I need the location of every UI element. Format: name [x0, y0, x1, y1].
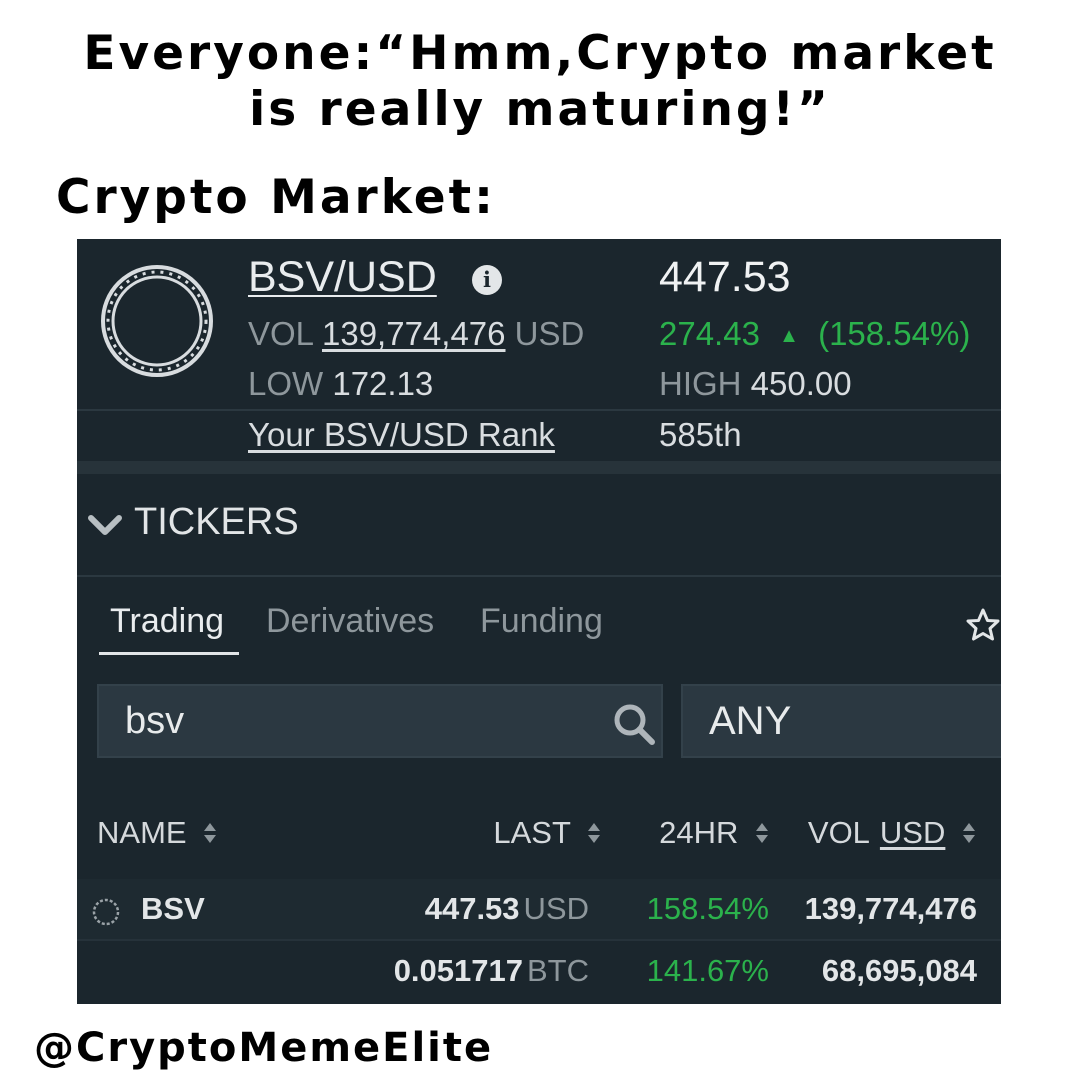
vol-value[interactable]: 139,774,476: [321, 315, 506, 352]
ticker-last: 0.051717 BTC: [394, 953, 589, 989]
last-price: 447.53: [659, 253, 791, 301]
ticker-change: 141.67%: [646, 953, 769, 988]
up-arrow-icon: ▲: [779, 324, 799, 347]
info-icon[interactable]: i: [472, 265, 502, 295]
author-handle: @CryptoMemeElite: [34, 1025, 494, 1071]
ticker-volume: 139,774,476: [804, 891, 977, 926]
high-value: 450.00: [750, 365, 852, 402]
rank-link[interactable]: Your BSV/USD Rank: [248, 416, 555, 453]
vol-label: VOL: [248, 315, 313, 352]
last-value: 0.051717: [393, 953, 523, 988]
table-row[interactable]: BSV 447.53 USD 158.54% 139,774,476: [77, 879, 1001, 939]
last-value: 447.53: [424, 891, 520, 926]
high-row: HIGH 450.00: [659, 365, 852, 403]
high-label: HIGH: [659, 365, 742, 402]
filter-value[interactable]: ANY: [709, 699, 792, 743]
column-last-label: LAST: [493, 815, 571, 850]
star-icon[interactable]: [965, 607, 1001, 643]
coin-ring-icon: [101, 265, 213, 377]
change-pct: (158.54%): [818, 315, 971, 352]
exchange-panel: BSV/USD i 447.53 VOL 139,774,476 USD 274…: [77, 239, 1001, 1004]
low-row: LOW 172.13: [248, 365, 433, 403]
pair-link[interactable]: BSV/USD: [248, 253, 437, 301]
column-vol-label: VOL: [807, 815, 870, 850]
ticker-name: BSV: [141, 891, 205, 926]
column-header-last[interactable]: LAST: [493, 815, 601, 851]
last-unit: BTC: [527, 953, 589, 988]
tab-derivatives[interactable]: Derivatives: [266, 602, 435, 640]
tab-trading[interactable]: Trading: [110, 602, 225, 640]
meme-caption-top: Everyone:“Hmm,Crypto market is really ma…: [0, 26, 1080, 138]
caption-line-2: is really maturing!”: [249, 82, 831, 137]
rank-value: 585th: [659, 416, 742, 453]
column-header-24hr[interactable]: 24HR: [659, 815, 769, 851]
tab-funding[interactable]: Funding: [480, 602, 603, 640]
search-value[interactable]: bsv: [125, 700, 185, 742]
column-24hr-label: 24HR: [659, 815, 739, 850]
coin-ring-icon: [92, 898, 120, 926]
change-value: 274.43: [659, 315, 760, 352]
sort-arrows-icon[interactable]: [962, 822, 976, 844]
search-input[interactable]: bsv: [97, 684, 663, 758]
caption-line-1: Everyone:“Hmm,Crypto market: [83, 26, 997, 81]
active-tab-indicator: [99, 652, 239, 655]
volume-row: VOL 139,774,476 USD: [248, 315, 584, 353]
change-row: 274.43 ▲ (158.54%): [659, 315, 970, 353]
ticker-change: 158.54%: [646, 891, 769, 926]
caption-line-3: Crypto Market:: [56, 170, 496, 225]
divider: [77, 409, 1001, 411]
column-vol-unit[interactable]: USD: [879, 815, 946, 850]
low-value: 172.13: [332, 365, 434, 402]
column-header-name[interactable]: NAME: [97, 815, 217, 851]
chevron-down-icon[interactable]: [87, 513, 123, 537]
table-row[interactable]: 0.051717 BTC 141.67% 68,695,084: [77, 941, 1001, 1001]
sort-arrows-icon[interactable]: [203, 822, 217, 844]
search-icon[interactable]: [611, 701, 657, 747]
tickers-title[interactable]: TICKERS: [134, 501, 299, 543]
vol-unit: USD: [514, 315, 585, 352]
ticker-volume: 68,695,084: [821, 953, 977, 988]
section-divider: [77, 461, 1001, 474]
last-unit: USD: [523, 891, 589, 926]
ticker-last: 447.53 USD: [425, 891, 589, 927]
row-divider: [77, 939, 1001, 941]
divider: [77, 575, 1001, 577]
column-name-label: NAME: [97, 815, 187, 850]
filter-select[interactable]: ANY: [681, 684, 1001, 758]
sort-arrows-icon[interactable]: [587, 822, 601, 844]
sort-arrows-icon[interactable]: [755, 822, 769, 844]
low-label: LOW: [248, 365, 324, 402]
column-header-vol[interactable]: VOL USD: [808, 815, 976, 851]
